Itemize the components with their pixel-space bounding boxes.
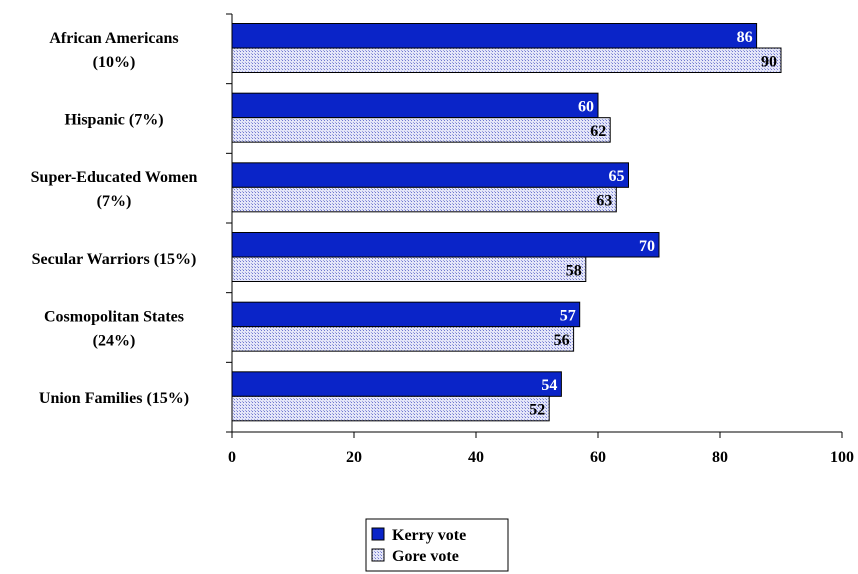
legend-label-gore: Gore vote bbox=[392, 548, 459, 565]
category-label-5: Union Families (15%) bbox=[39, 390, 189, 407]
x-tick-label-0: 0 bbox=[228, 449, 236, 466]
legend-swatch-gore bbox=[371, 548, 385, 562]
x-tick-label-60: 60 bbox=[590, 449, 606, 466]
data-label-gore-5: 52 bbox=[529, 402, 545, 419]
x-tick-label-100: 100 bbox=[830, 449, 854, 466]
legend-label-kerry: Kerry vote bbox=[392, 527, 466, 544]
category-label-3: Secular Warriors (15%) bbox=[32, 251, 197, 268]
legend: Kerry vote Gore vote bbox=[365, 518, 509, 572]
category-label-4: Cosmopolitan States (24%) bbox=[44, 309, 184, 350]
bar-kerry-4 bbox=[231, 301, 581, 328]
bar-kerry-0 bbox=[231, 23, 758, 49]
data-label-kerry-3: 70 bbox=[639, 238, 655, 255]
bar-gore-5 bbox=[231, 395, 550, 422]
bar-kerry-3 bbox=[231, 232, 660, 258]
data-label-kerry-0: 86 bbox=[737, 29, 753, 46]
data-label-gore-0: 90 bbox=[761, 53, 777, 70]
category-label-1: Hispanic (7%) bbox=[64, 112, 163, 129]
x-tick-label-20: 20 bbox=[346, 449, 362, 466]
bar-kerry-1 bbox=[231, 92, 599, 119]
data-label-gore-3: 58 bbox=[566, 262, 582, 279]
data-label-kerry-2: 65 bbox=[609, 168, 625, 185]
data-label-kerry-1: 60 bbox=[578, 98, 594, 115]
category-label-2: Super-Educated Women (7%) bbox=[31, 169, 198, 210]
category-label-0: African Americans (10%) bbox=[49, 30, 178, 71]
bars-layer: 86 90 60 62 65 63 70 58 57 56 54 52 bbox=[231, 23, 782, 422]
x-tick-label-40: 40 bbox=[468, 449, 484, 466]
category-labels: African Americans (10%) Hispanic (7%) Super… bbox=[31, 30, 198, 407]
x-axis: 0 20 40 60 80 100 bbox=[226, 13, 854, 466]
data-label-gore-4: 56 bbox=[554, 332, 570, 349]
legend-swatch-kerry bbox=[371, 527, 385, 541]
legend-box bbox=[365, 518, 509, 572]
bar-kerry-2 bbox=[231, 162, 629, 188]
bar-kerry-5 bbox=[231, 371, 562, 397]
data-label-gore-2: 63 bbox=[596, 193, 612, 210]
x-tick-label-80: 80 bbox=[712, 449, 728, 466]
bar-gore-3 bbox=[231, 256, 587, 282]
data-label-kerry-4: 57 bbox=[560, 307, 576, 324]
bar-gore-4 bbox=[231, 326, 575, 352]
data-label-gore-1: 62 bbox=[590, 123, 606, 140]
data-label-kerry-5: 54 bbox=[541, 377, 557, 394]
bar-gore-1 bbox=[231, 117, 611, 143]
bar-gore-2 bbox=[231, 186, 617, 213]
bar-gore-0 bbox=[231, 47, 782, 73]
